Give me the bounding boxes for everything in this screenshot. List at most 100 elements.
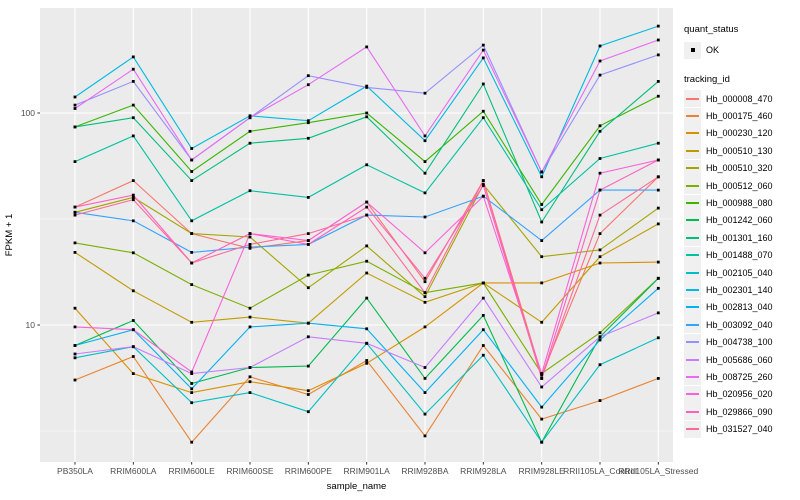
data-point-marker xyxy=(131,179,135,182)
data-point-marker xyxy=(365,213,369,217)
legend-item-tracking: Hb_020956_020 xyxy=(684,385,798,403)
data-point-marker xyxy=(423,434,427,438)
data-point-marker xyxy=(540,208,544,212)
legend-item-label: Hb_029866_090 xyxy=(706,406,773,417)
data-point-marker xyxy=(481,48,485,52)
legend-item-tracking: Hb_005686_060 xyxy=(684,351,798,369)
data-point-marker xyxy=(248,375,252,379)
data-point-marker xyxy=(306,335,310,339)
data-point-marker xyxy=(656,24,660,28)
data-point-marker xyxy=(598,124,602,128)
legend-key-box xyxy=(684,177,701,195)
data-point-marker xyxy=(190,387,194,391)
data-point-marker xyxy=(598,248,602,252)
data-point-marker xyxy=(365,271,369,275)
data-point-marker xyxy=(598,129,602,133)
data-point-marker xyxy=(248,245,252,249)
legend-line-swatch xyxy=(686,149,699,152)
data-point-marker xyxy=(598,331,602,335)
data-point-marker xyxy=(481,194,485,198)
x-axis-title: sample_name xyxy=(327,481,387,492)
legend-line-swatch xyxy=(686,219,699,222)
legend-item-tracking: Hb_008725_260 xyxy=(684,368,798,386)
data-point-marker xyxy=(73,306,77,310)
legend-key-box xyxy=(684,281,701,299)
x-tick-label: RRIM600SE xyxy=(226,466,274,476)
data-point-marker xyxy=(540,175,544,179)
data-point-marker xyxy=(131,55,135,59)
data-point-marker xyxy=(598,188,602,192)
legend-item-label: Hb_005686_060 xyxy=(706,354,773,365)
data-point-marker xyxy=(306,196,310,199)
legend-key-box xyxy=(684,107,701,125)
data-point-marker xyxy=(540,255,544,259)
y-tick-label: 10 xyxy=(26,320,36,330)
data-point-marker xyxy=(190,158,194,162)
data-point-marker xyxy=(656,53,660,57)
x-tick-label: RRIM600LA xyxy=(110,466,157,476)
data-point-marker xyxy=(656,311,660,315)
legend-item-tracking: Hb_002301_140 xyxy=(684,281,798,299)
legend-key-box xyxy=(684,41,701,59)
data-point-marker xyxy=(423,280,427,284)
legend-line-swatch xyxy=(686,115,699,118)
data-point-marker xyxy=(190,147,194,150)
legend-line-swatch xyxy=(686,236,699,239)
data-point-marker xyxy=(540,239,544,242)
data-point-marker xyxy=(481,109,485,113)
data-point-marker xyxy=(423,412,427,416)
data-point-marker xyxy=(73,210,77,214)
legend-item-tracking: Hb_001301_160 xyxy=(684,229,798,247)
data-point-marker xyxy=(131,328,135,332)
data-point-marker xyxy=(656,260,660,264)
data-point-marker xyxy=(190,261,194,265)
data-point-marker xyxy=(656,141,660,145)
data-point-marker xyxy=(131,219,135,223)
x-tick-label: RRIM600LE xyxy=(169,466,216,476)
legend-item-tracking: Hb_000230_120 xyxy=(684,124,798,142)
legend-item-label: Hb_002105_040 xyxy=(706,267,773,278)
data-point-marker xyxy=(306,389,310,393)
legend-key-box xyxy=(684,368,701,386)
data-point-marker xyxy=(73,356,77,360)
legend-item-label: Hb_003092_040 xyxy=(706,319,773,330)
data-point-marker xyxy=(540,417,544,421)
data-point-marker xyxy=(365,115,369,119)
data-point-marker xyxy=(598,171,602,175)
data-point-marker xyxy=(306,273,310,277)
data-point-marker xyxy=(365,45,369,49)
data-point-marker xyxy=(423,91,427,95)
data-point-marker xyxy=(423,134,427,138)
data-point-marker xyxy=(248,141,252,145)
legend-item-label: Hb_000008_470 xyxy=(706,93,773,104)
data-point-marker xyxy=(131,289,135,293)
data-point-marker xyxy=(481,56,485,60)
data-point-marker xyxy=(365,111,369,115)
data-point-marker xyxy=(423,377,427,380)
data-point-marker xyxy=(306,136,310,140)
data-point-marker xyxy=(306,232,310,235)
legend-item-label: Hb_002301_140 xyxy=(706,284,773,295)
data-point-marker xyxy=(248,114,252,118)
data-point-marker xyxy=(656,188,660,192)
data-point-marker xyxy=(131,116,135,120)
data-point-marker xyxy=(540,377,544,380)
data-point-marker xyxy=(73,241,77,245)
legend-line-swatch xyxy=(686,271,699,274)
data-point-marker xyxy=(423,191,427,195)
legend-item-label: Hb_000512_060 xyxy=(706,180,773,191)
legend-line-swatch xyxy=(686,393,699,396)
legend-line-swatch xyxy=(686,132,699,135)
data-point-marker xyxy=(190,370,194,374)
data-point-marker xyxy=(598,363,602,367)
data-point-marker xyxy=(73,103,77,107)
data-point-marker xyxy=(190,219,194,223)
data-point-marker xyxy=(540,281,544,285)
data-point-marker xyxy=(656,206,660,210)
data-point-marker xyxy=(190,283,194,286)
data-point-marker xyxy=(540,203,544,206)
x-tick-label: PB350LA xyxy=(57,466,93,476)
legend-line-swatch xyxy=(686,341,699,344)
data-point-marker xyxy=(365,341,369,345)
data-point-marker xyxy=(190,320,194,324)
